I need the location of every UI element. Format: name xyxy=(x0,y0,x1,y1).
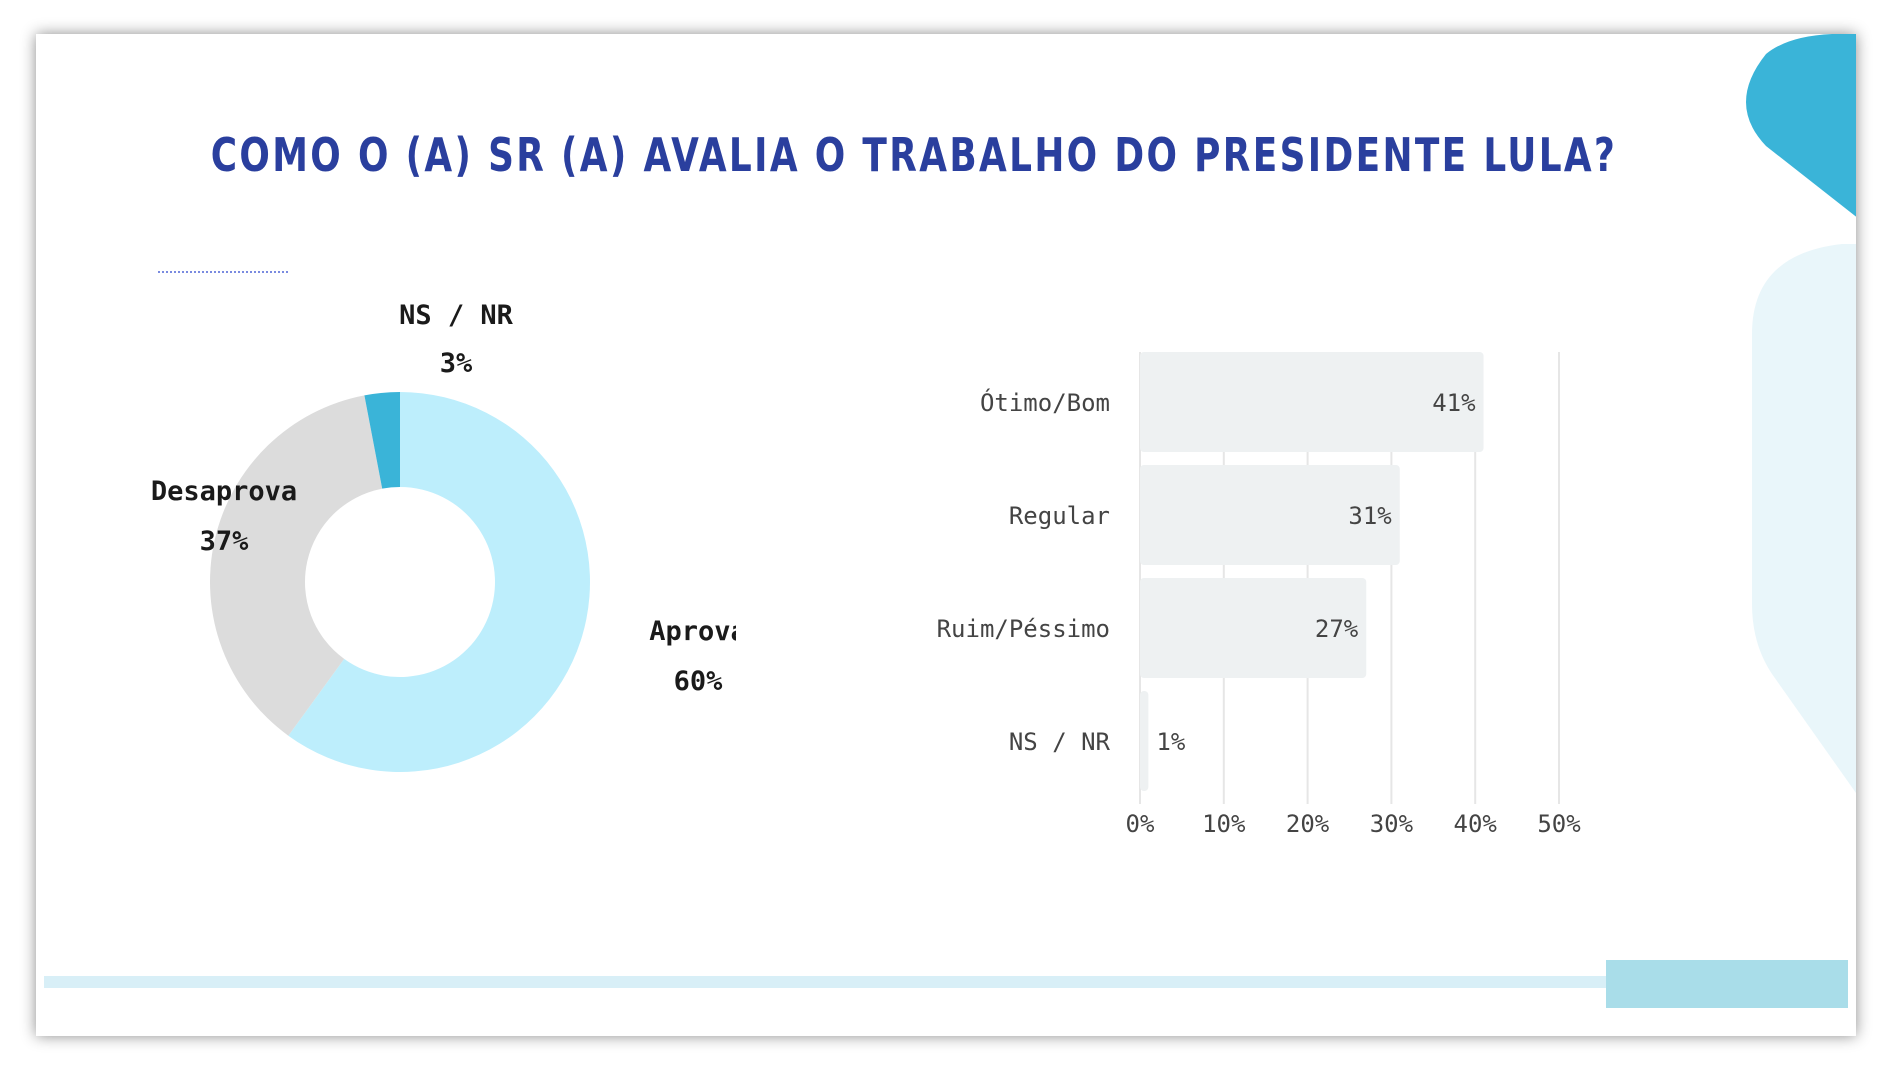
data-label: 1% xyxy=(1156,728,1185,756)
data-label: 41% xyxy=(1432,389,1476,417)
data-label: 27% xyxy=(1315,615,1359,643)
category-label: NS / NR xyxy=(1009,728,1111,756)
data-label: 31% xyxy=(1348,502,1392,530)
category-label: Ruim/Péssimo xyxy=(937,615,1110,643)
x-tick-label: 20% xyxy=(1286,810,1330,838)
x-tick-label: 50% xyxy=(1537,810,1581,838)
x-tick-label: 0% xyxy=(1126,810,1155,838)
x-tick-label: 40% xyxy=(1454,810,1498,838)
x-tick-label: 30% xyxy=(1370,810,1414,838)
bar xyxy=(1140,691,1148,791)
category-label: Regular xyxy=(1009,502,1110,530)
rating-bar-chart: 0% 10% 20% 30% 40% 50% Ótimo/Bom 41% Regular 31% R… xyxy=(36,34,1856,1036)
slide: COMO O (A) SR (A) AVALIA O TRABALHO DO P… xyxy=(36,34,1856,1036)
category-label: Ótimo/Bom xyxy=(980,387,1110,417)
x-tick-label: 10% xyxy=(1202,810,1246,838)
